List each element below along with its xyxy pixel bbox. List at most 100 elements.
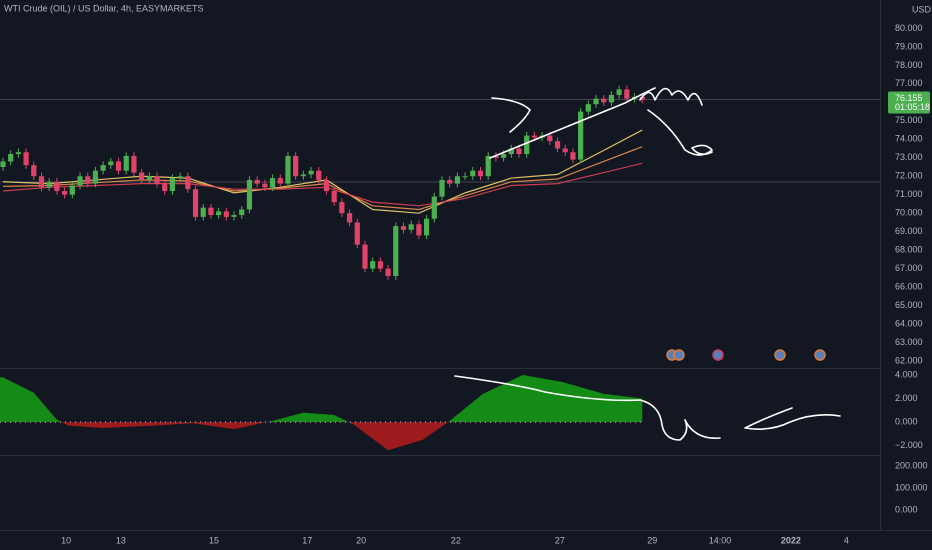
candle-body	[508, 148, 514, 155]
candle-body	[8, 154, 14, 162]
event-icon[interactable]	[673, 349, 685, 361]
candle-body	[331, 191, 337, 203]
candle-body	[416, 224, 422, 236]
candle-body	[277, 178, 283, 184]
candle-body	[462, 176, 468, 178]
scribble	[491, 97, 531, 133]
candle-body	[308, 170, 314, 175]
candle-body	[23, 152, 29, 166]
candle-body	[162, 183, 168, 192]
y-tick-label: 75.000	[895, 115, 923, 125]
candle-body	[200, 207, 206, 217]
y-tick-label: 4.000	[895, 369, 918, 379]
y-tick-label: 72.000	[895, 171, 923, 181]
event-icons	[666, 349, 826, 361]
candle-body	[54, 181, 60, 192]
candle-body	[77, 176, 83, 186]
candle-body	[108, 161, 114, 166]
candle-body	[554, 141, 561, 149]
x-tick-label: 10	[61, 535, 71, 545]
candle-body	[346, 213, 353, 223]
candle-body	[339, 202, 345, 214]
x-tick-label: 17	[302, 535, 312, 545]
candle-body	[454, 176, 461, 184]
candle-body	[300, 174, 306, 177]
x-tick-label: 22	[451, 535, 461, 545]
y-tick-label: −2.000	[895, 440, 923, 450]
candle-body	[31, 165, 37, 177]
y-tick-label: 2.000	[895, 393, 918, 403]
candle-body	[423, 218, 430, 236]
candle-body	[493, 155, 499, 158]
candle-body	[15, 152, 22, 155]
candle-body	[254, 179, 260, 184]
candle-body	[354, 222, 360, 245]
y-tick-label: 67.000	[895, 263, 923, 273]
candle-body	[470, 170, 476, 177]
y-tick-label: 73.000	[895, 152, 923, 162]
scribble	[744, 407, 841, 430]
candle-body	[192, 189, 199, 217]
y-tick-label: 100.000	[895, 482, 928, 492]
oscillator-positive	[0, 375, 643, 422]
drawings	[454, 87, 841, 441]
candle-body	[223, 211, 229, 217]
plot-area	[0, 85, 880, 451]
last-price-label: 76.155	[895, 93, 923, 103]
candle-body	[0, 161, 6, 168]
candle-body	[293, 155, 299, 177]
x-tick-label: 2022	[781, 535, 801, 545]
scribble	[639, 87, 703, 106]
candle-body	[377, 261, 383, 269]
candle-body	[316, 170, 322, 180]
candle-body	[139, 172, 145, 180]
candle-body	[516, 148, 522, 155]
candle-body	[447, 179, 453, 184]
y-tick-label: 68.000	[895, 245, 923, 255]
y-tick-label: 80.000	[895, 23, 923, 33]
candle-body	[269, 178, 276, 188]
y-tick-label: 63.000	[895, 337, 923, 347]
event-icon[interactable]	[712, 349, 724, 361]
candle-body	[239, 209, 245, 216]
candle-body	[531, 135, 538, 138]
candle-body	[439, 179, 445, 197]
candle-body	[400, 226, 407, 230]
y-tick-label: 64.000	[895, 318, 923, 328]
y-tick-label: 65.000	[895, 300, 923, 310]
candle-body	[46, 181, 52, 188]
currency-label: USD	[912, 4, 932, 14]
candle-body	[593, 98, 599, 105]
event-icon[interactable]	[774, 349, 786, 361]
candle-body	[370, 261, 376, 269]
y-tick-label: 74.000	[895, 134, 923, 144]
candle-body	[85, 176, 91, 184]
candle-body	[216, 211, 222, 216]
candle-body	[547, 135, 553, 142]
candle-body	[485, 155, 491, 177]
candle-body	[62, 191, 68, 195]
candle-body	[185, 176, 191, 190]
candle-body	[601, 98, 607, 103]
candle-body	[169, 178, 176, 192]
y-tick-label: 77.000	[895, 78, 923, 88]
event-icon[interactable]	[814, 349, 826, 361]
x-tick-label: 15	[209, 535, 219, 545]
y-tick-label: 66.000	[895, 281, 923, 291]
candle-body	[123, 155, 129, 171]
candle-body	[154, 176, 160, 184]
candle-body	[146, 176, 152, 180]
candle-body	[578, 111, 584, 160]
candle-body	[562, 148, 568, 153]
candle-body	[285, 155, 291, 184]
candle-body	[585, 104, 591, 112]
candle-body	[477, 170, 484, 177]
candles	[0, 85, 880, 280]
candle-body	[393, 226, 399, 276]
candle-body	[323, 179, 330, 192]
x-tick-label: 27	[555, 535, 565, 545]
candle-body	[92, 170, 99, 184]
candle-body	[362, 244, 368, 269]
